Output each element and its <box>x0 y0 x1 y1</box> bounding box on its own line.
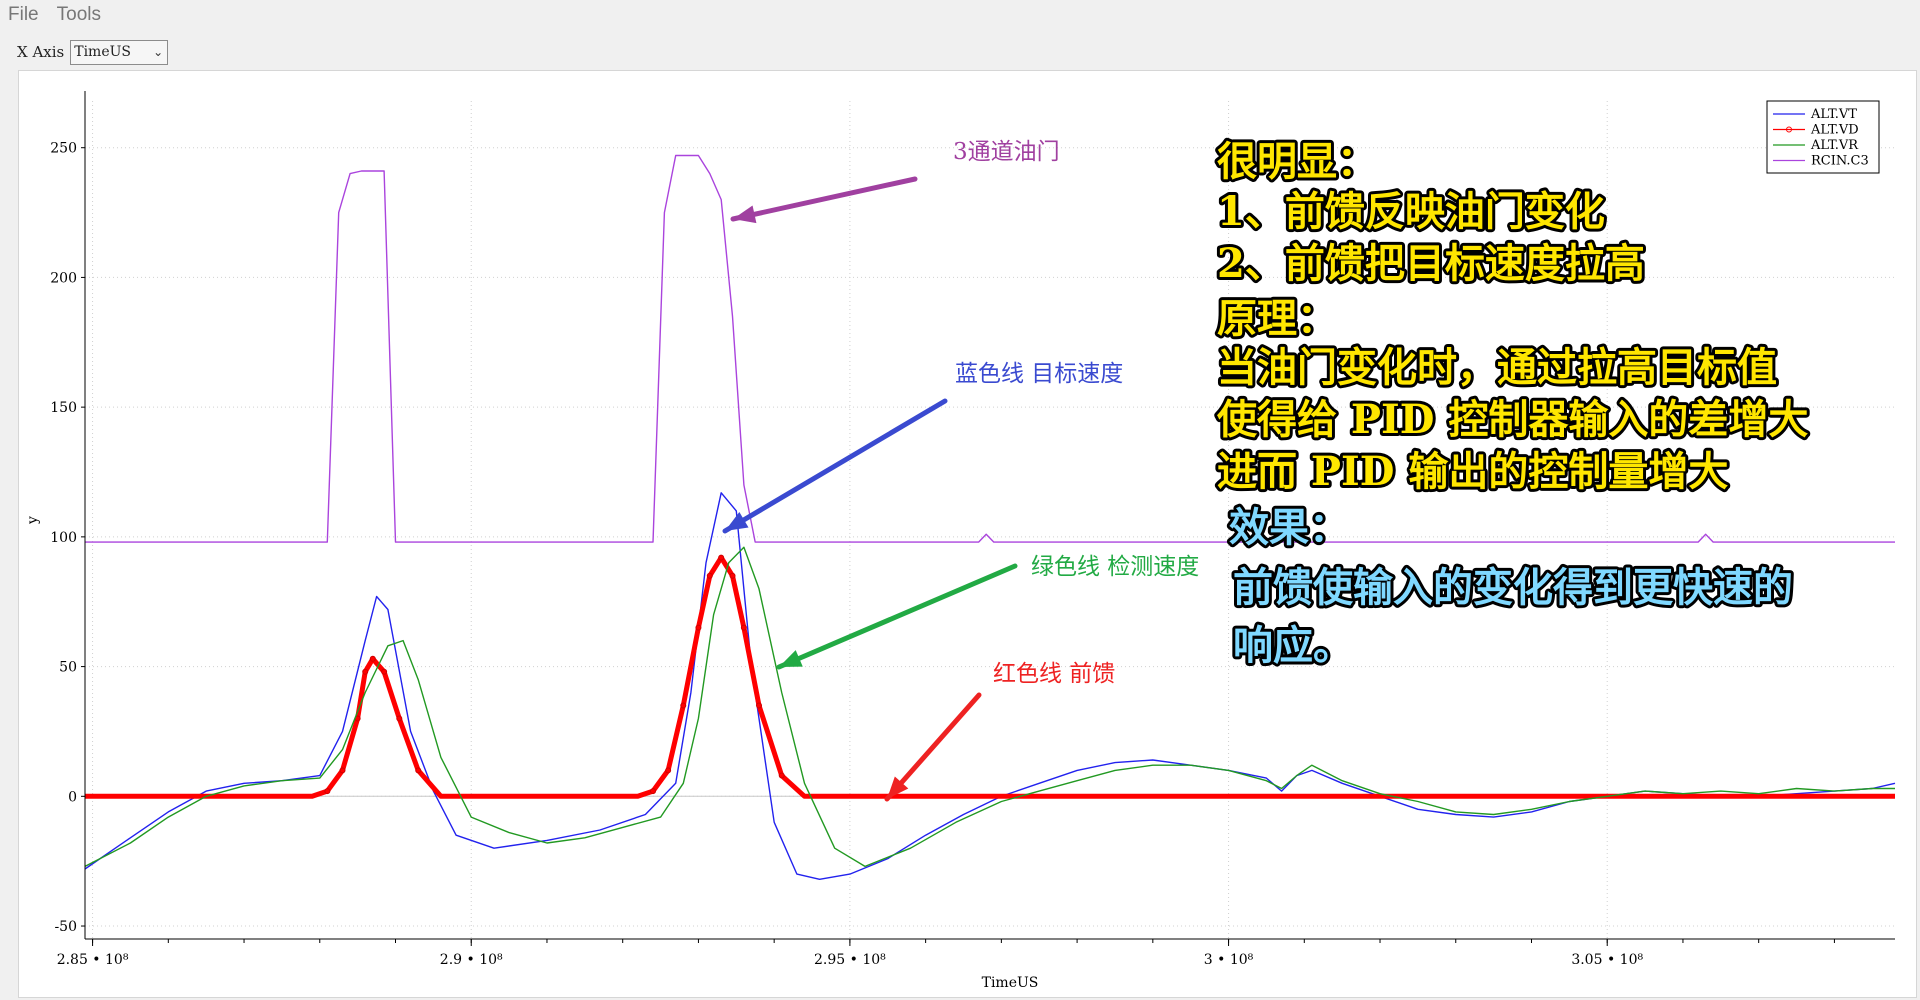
x-axis-title: TimeUS <box>982 975 1039 991</box>
toolbar: X Axis TimeUS ⌄ <box>0 38 169 66</box>
series-layer <box>84 154 1896 880</box>
series-alt-vd-marker <box>706 572 713 579</box>
x-tick-label: 2.85 • 10⁸ <box>57 952 129 968</box>
note-cyan-line: 前馈使输入的变化得到更快速的 <box>1233 564 1793 611</box>
x-axis-select[interactable]: TimeUS ⌄ <box>70 39 169 65</box>
note-yellow-line: 进而 PID 输出的控制量增大 <box>1217 448 1728 495</box>
x-tick-label: 2.9 • 10⁸ <box>440 952 503 968</box>
y-tick-label: 250 <box>50 141 77 157</box>
x-tick-label: 3 • 10⁸ <box>1204 952 1254 968</box>
x-axis-select-value: TimeUS <box>74 44 131 60</box>
series-alt-vd-marker <box>649 788 656 795</box>
legend-entry: ALT.VD <box>1810 123 1859 138</box>
y-tick-label: 100 <box>50 530 77 546</box>
series-alt-vd-marker <box>369 655 376 662</box>
axis-layer: -50 0 50 100 150 200 250 2.85 • 10⁸ 2.9 • 10⁸ 2.9… <box>25 91 1895 991</box>
series-alt-vd-marker <box>718 554 725 561</box>
note-yellow-line: 很明显： <box>1217 138 1377 185</box>
grid-layer <box>85 101 1895 939</box>
y-tick-label: 50 <box>59 660 77 676</box>
note-yellow-line: 当油门变化时，通过拉高目标值 <box>1217 344 1777 391</box>
series-alt-vd-marker <box>415 767 422 774</box>
arrow-head <box>725 512 749 531</box>
label-vr: 绿色线 检测速度 <box>1031 554 1199 580</box>
chart[interactable]: -50 0 50 100 150 200 250 2.85 • 10⁸ 2.9 • 10⁸ 2.9… <box>19 71 1916 997</box>
label-vd: 红色线 前馈 <box>993 661 1115 687</box>
arrow-head <box>887 776 909 799</box>
menu-tools[interactable]: Tools <box>56 3 101 25</box>
note-yellow-line: 原理： <box>1217 295 1337 342</box>
menu-bar: File Tools <box>0 0 1920 29</box>
series-alt-vd-marker <box>381 668 388 675</box>
arrow-vt <box>722 398 948 534</box>
y-tick-label: 200 <box>50 270 77 286</box>
note-yellow-line: 2、前馈把目标速度拉高 <box>1217 240 1645 287</box>
arrow-head <box>779 650 803 667</box>
series-alt-vd <box>85 555 1895 799</box>
arrow-shaft <box>722 398 948 534</box>
arrow-vd <box>884 692 982 802</box>
note-cyan-line: 响应。 <box>1233 622 1353 669</box>
arrow-shaft <box>730 176 918 222</box>
menu-file[interactable]: File <box>8 3 39 25</box>
series-alt-vr <box>84 546 1895 868</box>
arrow-shaft <box>884 692 982 802</box>
x-axis-label: X Axis <box>17 43 65 61</box>
series-alt-vd-marker <box>339 767 346 774</box>
label-rcin: 3通道油门 <box>953 139 1060 165</box>
series-alt-vd-marker <box>396 715 403 722</box>
series-alt-vd-marker <box>324 788 331 795</box>
series-alt-vd-marker <box>362 668 369 675</box>
legend-entry: ALT.VR <box>1810 138 1859 153</box>
arrow-vr <box>776 563 1018 670</box>
series-alt-vd-marker <box>665 767 672 774</box>
y-tick-label: 0 <box>68 789 77 805</box>
arrow-shaft <box>776 563 1018 670</box>
series-alt-vd-marker <box>695 624 702 631</box>
label-vt: 蓝色线 目标速度 <box>955 361 1123 387</box>
chevron-down-icon: ⌄ <box>153 45 164 59</box>
x-tick-label: 3.05 • 10⁸ <box>1571 952 1643 968</box>
legend-entry: RCIN.C3 <box>1811 154 1869 169</box>
series-alt-vd-marker <box>778 772 785 779</box>
series-alt-vd-marker <box>740 624 747 631</box>
series-alt-vd-marker <box>756 702 763 709</box>
plot-area[interactable]: -50 0 50 100 150 200 250 2.85 • 10⁸ 2.9 • 10⁸ 2.9… <box>18 70 1917 998</box>
series-alt-vd-marker <box>729 572 736 579</box>
arrow-rcin <box>730 176 918 224</box>
y-tick-label: -50 <box>54 919 77 935</box>
y-axis-title: y <box>25 516 41 525</box>
series-alt-vd-marker <box>680 702 687 709</box>
note-cyan-line: 效果： <box>1229 504 1349 551</box>
series-alt-vt <box>84 492 1896 880</box>
arrow-head <box>733 205 757 224</box>
note-yellow-line: 1、前馈反映油门变化 <box>1217 188 1605 235</box>
y-tick-label: 150 <box>50 400 77 416</box>
series-rcin-c3 <box>85 154 1895 543</box>
legend-swatch-marker <box>1786 126 1792 133</box>
x-tick-label: 2.95 • 10⁸ <box>814 952 886 968</box>
note-yellow-line: 使得给 PID 控制器输入的差增大 <box>1217 396 1808 443</box>
legend-entry: ALT.VT <box>1810 107 1857 122</box>
